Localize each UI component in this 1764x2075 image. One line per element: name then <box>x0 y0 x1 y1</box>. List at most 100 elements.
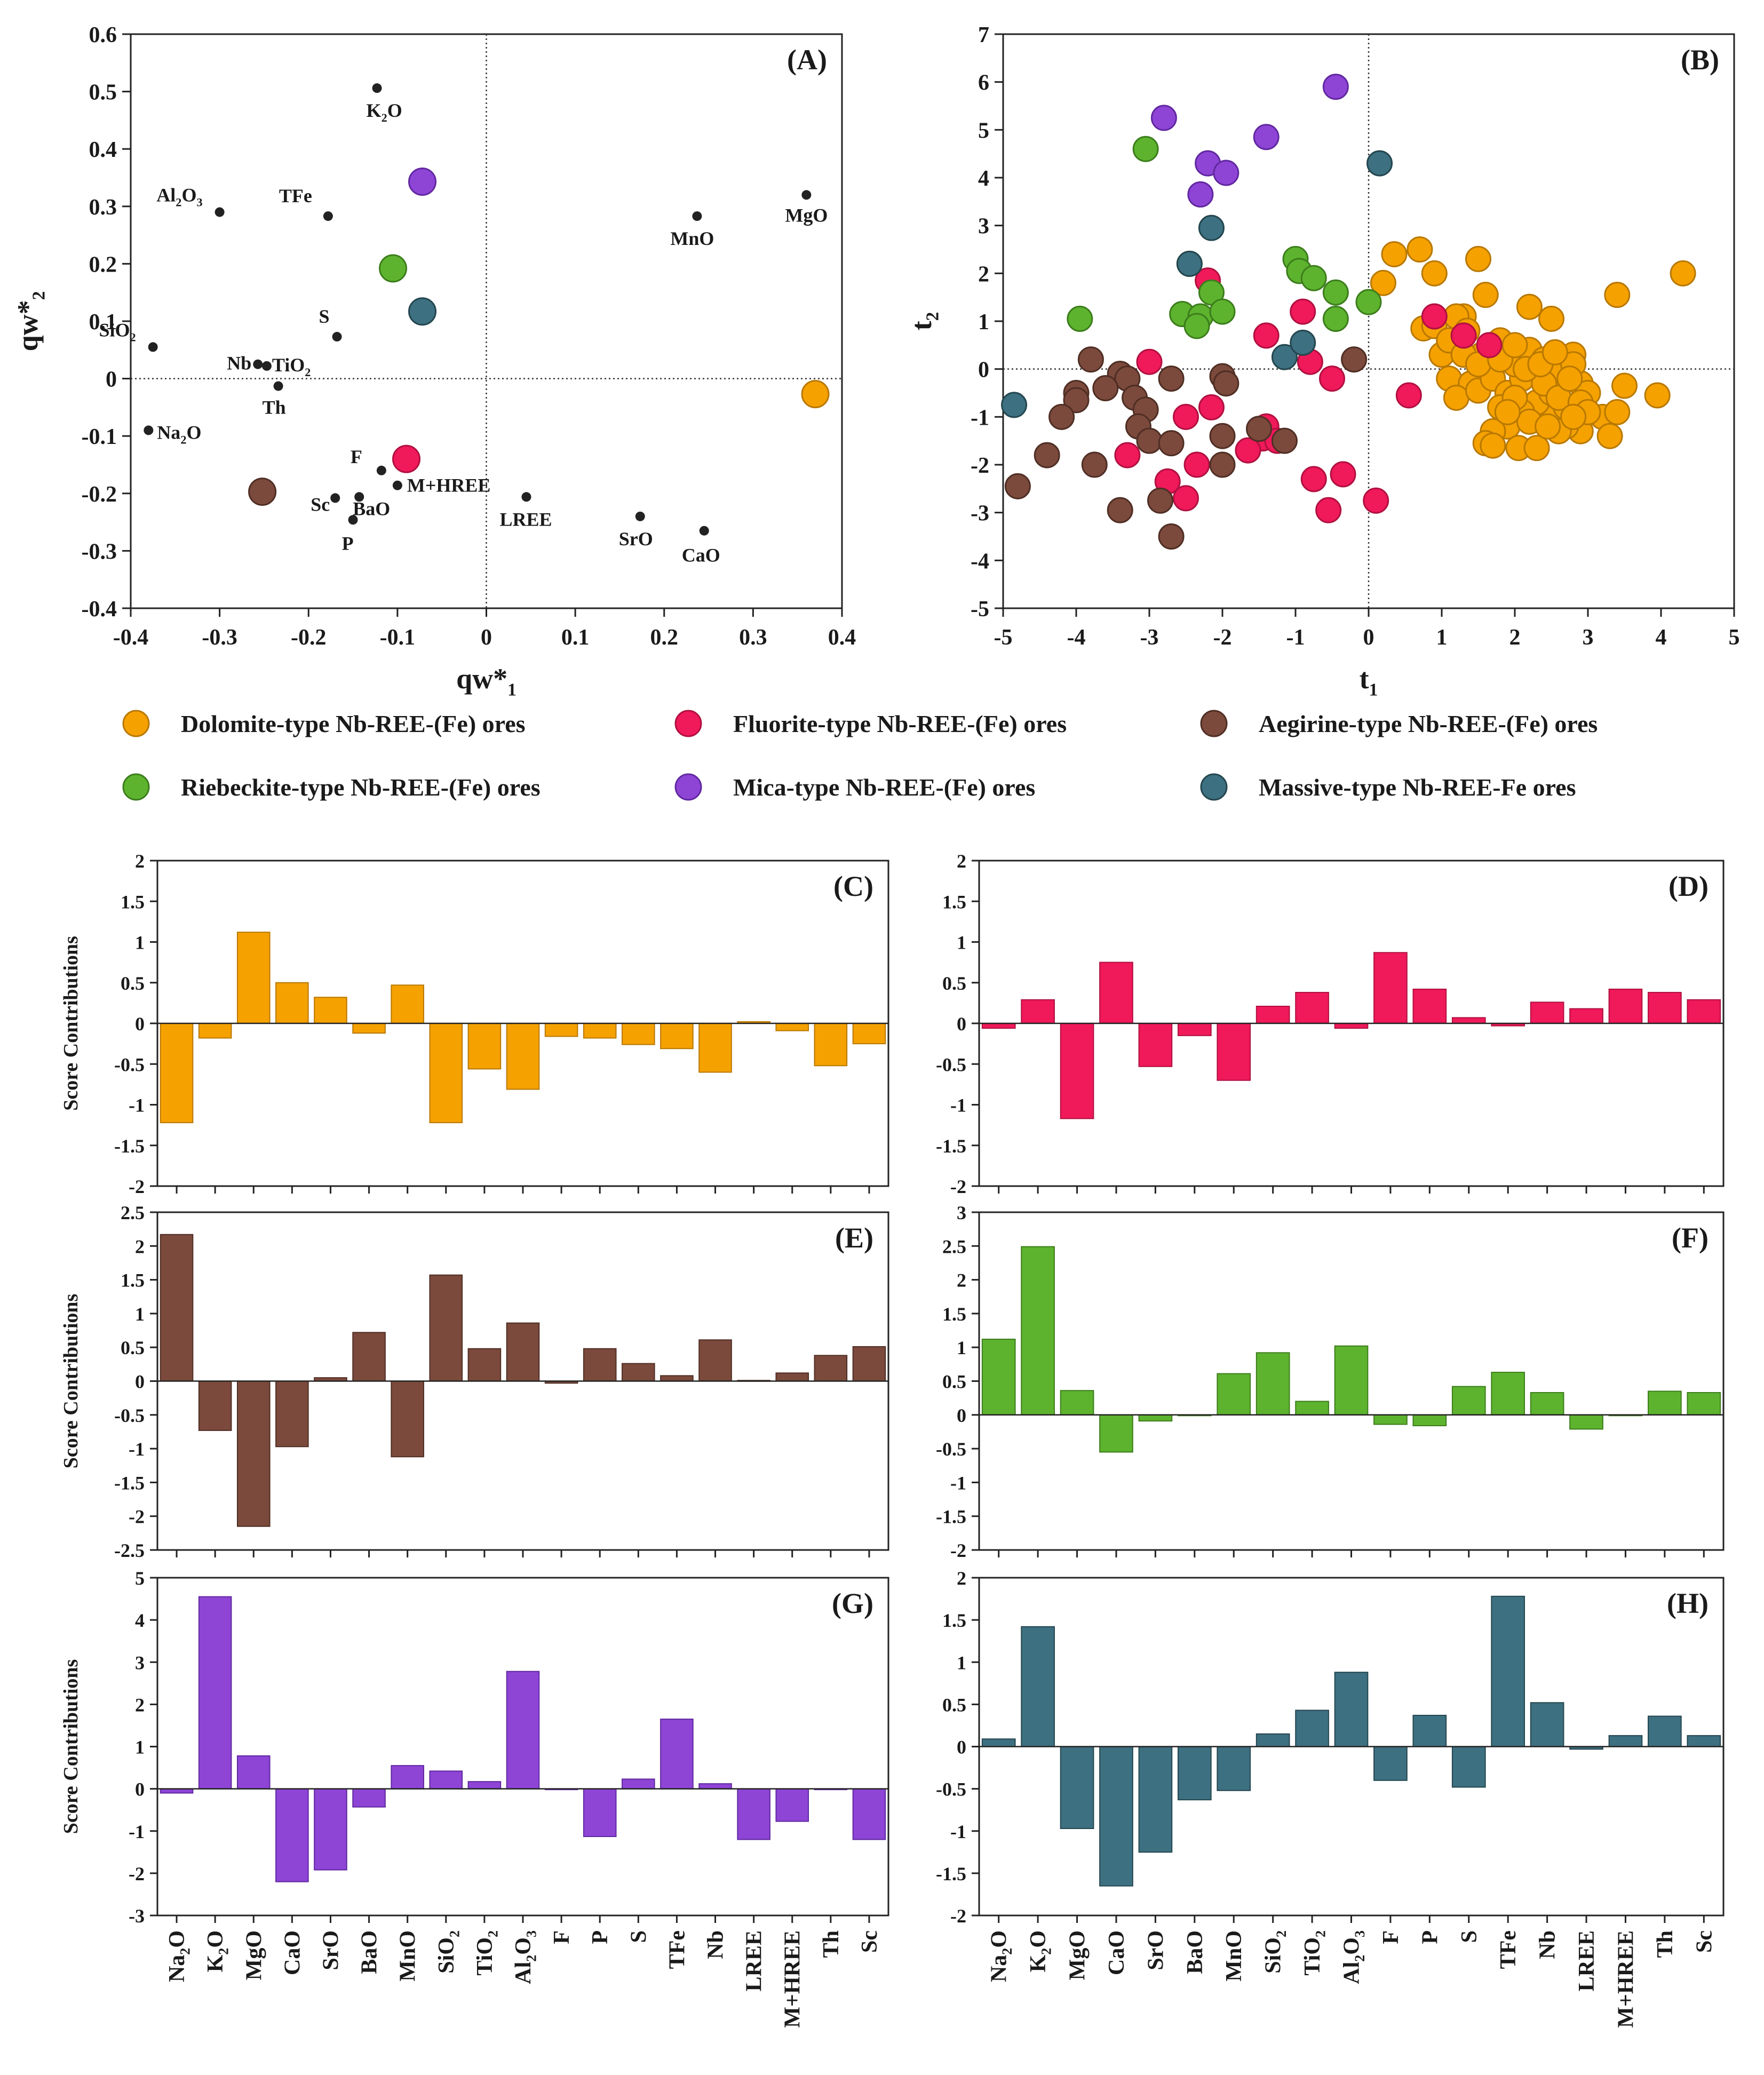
loading-point <box>372 83 382 93</box>
x-tick-label: 1 <box>1436 625 1448 650</box>
text-part: qw* <box>12 300 44 351</box>
bar-H <box>1099 1746 1133 1887</box>
legend-label: Mica-type Nb-REE-(Fe) ores <box>733 774 1035 801</box>
bar-C <box>775 1023 809 1031</box>
y-tick-label: 0.2 <box>89 252 117 277</box>
legend-label: Fluorite-type Nb-REE-(Fe) ores <box>733 710 1067 737</box>
bar-D <box>1021 999 1055 1024</box>
y-tick-label: -2 <box>129 1863 145 1885</box>
text-part: Th <box>263 397 286 418</box>
x-category-label: MnO <box>396 1930 420 1982</box>
loading-point <box>376 465 386 475</box>
y-tick-label: -1 <box>950 1472 966 1493</box>
y-tick-label: -1 <box>971 406 989 430</box>
bar-F <box>1060 1390 1094 1416</box>
score-point-aegirine <box>1136 427 1163 454</box>
bar-C <box>660 1023 694 1050</box>
text-part: O <box>186 422 201 443</box>
bar-E <box>698 1339 732 1382</box>
bar-D <box>1412 988 1447 1024</box>
score-point-aegirine <box>1271 427 1298 454</box>
loading-label: M+HREE <box>407 475 491 496</box>
y-tick-label: -1 <box>129 1438 145 1460</box>
y-tick-label: 0 <box>957 1013 966 1035</box>
bar-G <box>467 1781 502 1790</box>
text-part: Na <box>165 1955 189 1982</box>
x-category-label: SiO2 <box>434 1930 463 1974</box>
y-tick-label: 0 <box>135 1371 145 1393</box>
y-tick-label: -1 <box>129 1821 145 1842</box>
score-point-riebeckite <box>1209 298 1236 325</box>
y-tick-label: -0.1 <box>82 425 117 449</box>
score-point-massive <box>1176 250 1203 277</box>
x-category-label: SiO2 <box>1261 1930 1290 1974</box>
score-point-dolomite <box>1538 306 1564 332</box>
text-part: t <box>1360 663 1369 695</box>
loading-label: MnO <box>670 228 714 249</box>
bar-C <box>429 1023 463 1124</box>
subscript: 3 <box>196 196 202 209</box>
loading-point <box>692 211 702 221</box>
score-point-riebeckite <box>1067 306 1093 332</box>
score-point-riebeckite <box>1322 279 1349 306</box>
legend-marker <box>122 773 150 801</box>
bar-G <box>198 1596 232 1790</box>
bar-C <box>467 1023 502 1070</box>
bar-G <box>660 1719 694 1790</box>
y-tick-label: 0.4 <box>89 138 117 162</box>
bar-G <box>275 1788 309 1882</box>
text-part: P <box>342 532 354 554</box>
text-part: MnO <box>1222 1930 1246 1982</box>
x-tick-label: -2 <box>1213 625 1232 650</box>
loading-label: K2O <box>367 100 402 124</box>
y-tick-label: 0.5 <box>942 1694 966 1715</box>
loading-label: MgO <box>785 204 828 226</box>
score-point-mica <box>1150 105 1177 131</box>
score-point-massive <box>1198 214 1225 241</box>
y-tick-label: 1 <box>957 932 966 953</box>
y-tick-label: 2 <box>135 1236 145 1257</box>
score-point-aegirine <box>1158 430 1185 457</box>
x-category-label: S <box>1457 1930 1482 1943</box>
bar-D <box>981 1023 1016 1029</box>
panel-A: -0.4 -0.3 -0.2 -0.1 0 0.1 0.2 0.3 0.4 -0.4 -0.3 -0.… <box>12 23 856 700</box>
text-part: LREE <box>1575 1930 1599 1991</box>
panel-label: (B) <box>1681 44 1719 76</box>
loading-point <box>801 190 812 200</box>
bar-D <box>1060 1023 1094 1119</box>
text-part: SrO <box>319 1930 343 1970</box>
bar-G <box>429 1770 463 1790</box>
loading-point <box>354 492 364 502</box>
text-part: qw* <box>456 663 507 695</box>
subscript: 2 <box>1313 1930 1329 1937</box>
y-tick-label: 0.5 <box>89 81 117 105</box>
bar-F <box>1687 1392 1721 1416</box>
y-tick-label: 0.1 <box>89 310 117 335</box>
bar-F <box>1530 1392 1564 1416</box>
score-point-aegirine <box>1209 451 1236 478</box>
text-part: F <box>351 446 362 467</box>
text-part: S <box>319 306 330 327</box>
y-tick-label: 1.5 <box>121 1270 145 1291</box>
y-tick-label: -1.5 <box>936 1506 966 1528</box>
x-tick-label: 0.4 <box>828 625 856 650</box>
centroid-riebeckite <box>379 254 408 283</box>
text-part: TiO <box>1300 1937 1325 1976</box>
bar-F <box>1412 1414 1447 1427</box>
x-tick-label: 0.1 <box>561 625 590 650</box>
text-part: TFe <box>279 185 312 206</box>
bar-H <box>1138 1746 1173 1853</box>
subscript: 1 <box>1369 680 1378 700</box>
panel-label: (C) <box>833 870 873 902</box>
legend-item-dolomite: Dolomite-type Nb-REE-(Fe) ores <box>122 710 526 737</box>
loading-label: SrO <box>619 528 653 550</box>
text-part: Sc <box>857 1930 882 1953</box>
panel-label: (D) <box>1668 870 1709 902</box>
bar-G <box>775 1788 809 1822</box>
subscript: 3 <box>1352 1930 1368 1937</box>
score-point-fluorite <box>1300 466 1327 492</box>
score-point-mica <box>1322 74 1349 100</box>
y-tick-label: 3 <box>978 214 989 239</box>
score-point-fluorite <box>1173 485 1199 512</box>
